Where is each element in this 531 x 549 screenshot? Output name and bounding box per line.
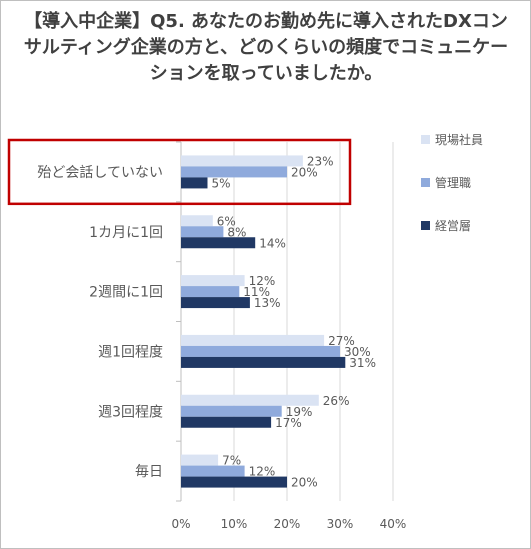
- data-label: 8%: [227, 225, 246, 239]
- bar: [181, 166, 287, 178]
- legend-label: 経営層: [435, 219, 471, 233]
- legend-swatch: [421, 221, 430, 230]
- category-label: 殆ど会話していない: [37, 164, 163, 181]
- highlight-box: [7, 138, 352, 206]
- data-label: 26%: [323, 394, 350, 408]
- data-label: 20%: [291, 476, 318, 490]
- legend-swatch: [421, 135, 430, 144]
- category-label: 毎日: [135, 464, 163, 480]
- data-label: 14%: [259, 236, 286, 250]
- bar: [181, 226, 224, 238]
- bar: [181, 476, 287, 488]
- legend-label: 現場社員: [435, 132, 483, 147]
- bar: [181, 297, 250, 309]
- bar: [181, 286, 240, 298]
- x-tick-label: 0%: [171, 517, 190, 531]
- bar: [181, 454, 219, 466]
- bar: [181, 237, 256, 249]
- bar: [181, 215, 213, 227]
- bar: [181, 177, 208, 189]
- x-tick-label: 10%: [221, 517, 248, 531]
- legend-label: 管理職: [435, 175, 471, 190]
- category-label: 週3回程度: [98, 404, 163, 420]
- x-tick-label: 30%: [327, 517, 354, 531]
- x-tick-label: 20%: [274, 517, 301, 531]
- category-label: 1カ月に1回: [89, 225, 163, 241]
- bar: [181, 356, 346, 368]
- data-label: 20%: [291, 165, 318, 179]
- data-label: 12%: [249, 465, 276, 479]
- bar: [181, 155, 303, 167]
- data-label: 11%: [243, 285, 270, 299]
- data-label: 19%: [286, 405, 313, 419]
- data-label: 23%: [307, 154, 334, 168]
- data-label: 6%: [217, 214, 236, 228]
- bar: [181, 465, 245, 477]
- data-label: 12%: [249, 274, 276, 288]
- x-tick-label: 40%: [380, 517, 407, 531]
- bar: [181, 405, 282, 417]
- data-label: 7%: [222, 454, 241, 468]
- bar: [181, 394, 319, 406]
- category-label: 2週間に1回: [89, 285, 163, 301]
- data-label: 30%: [344, 345, 371, 359]
- data-label: 31%: [349, 356, 376, 370]
- bar: [181, 416, 272, 428]
- data-label: 13%: [254, 296, 281, 310]
- bar: [181, 275, 245, 287]
- data-label: 17%: [275, 416, 302, 430]
- legend-swatch: [421, 178, 430, 187]
- data-label: 27%: [328, 334, 355, 348]
- bar: [181, 334, 325, 346]
- chart-title: 【導入中企業】Q5. あなたのお勤め先に導入されたDXコンサルティング企業の方と…: [23, 11, 509, 84]
- data-label: 5%: [212, 176, 231, 190]
- bar: [181, 345, 340, 357]
- category-label: 週1回程度: [98, 344, 163, 360]
